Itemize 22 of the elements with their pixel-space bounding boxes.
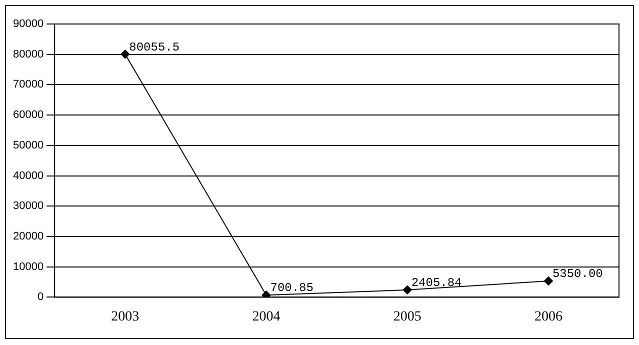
y-tick-label: 40000 (12, 170, 44, 182)
data-label: 5350.00 (552, 267, 603, 282)
y-tick-label: 70000 (12, 78, 44, 91)
y-tick-label: 20000 (12, 230, 44, 243)
y-tick-label: 50000 (12, 139, 44, 152)
x-tick-label: 2004 (252, 309, 280, 324)
x-tick-label: 2006 (534, 309, 562, 324)
y-tick-label: 60000 (12, 109, 44, 122)
y-tick-label: 30000 (12, 200, 44, 212)
y-tick-label: 90000 (12, 18, 44, 30)
point (402, 285, 412, 294)
data-label: 2405.84 (411, 276, 462, 290)
point (120, 50, 130, 59)
x-tick-label: 2003 (111, 309, 140, 324)
data-label: 700.85 (270, 281, 314, 296)
point (262, 290, 271, 298)
y-tick-label: 80000 (12, 48, 44, 60)
point (544, 276, 553, 286)
data-label: 80055.5 (129, 40, 180, 54)
y-tick-label: 10000 (12, 260, 44, 273)
x-tick-label: 2005 (393, 309, 422, 324)
y-tick-label: 0 (37, 291, 44, 304)
